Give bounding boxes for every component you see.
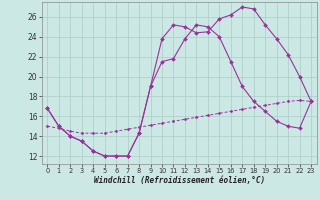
X-axis label: Windchill (Refroidissement éolien,°C): Windchill (Refroidissement éolien,°C) <box>94 176 265 185</box>
